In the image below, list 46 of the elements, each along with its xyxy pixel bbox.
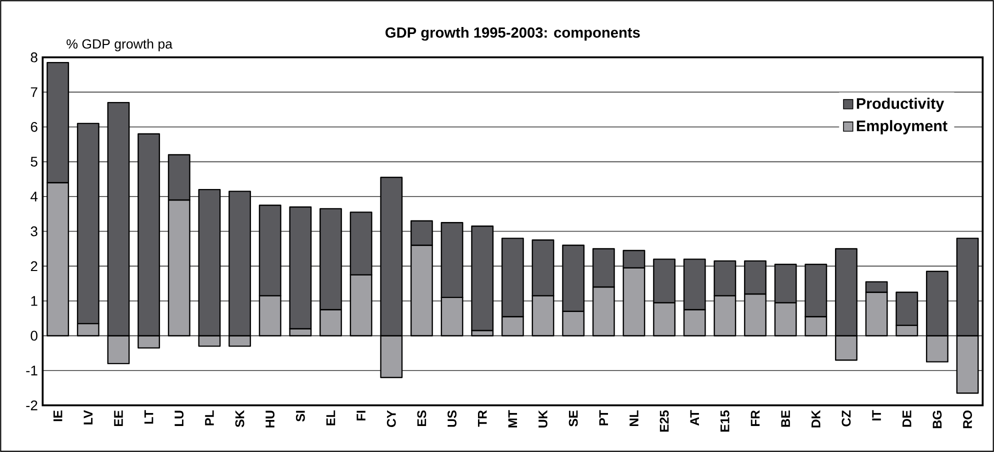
x-tick-label: CY	[386, 410, 396, 428]
x-tick-label: IE	[53, 410, 62, 422]
x-tick-label: EE	[114, 410, 123, 426]
legend-label: Productivity	[856, 98, 944, 112]
x-tick-label: RO	[963, 410, 972, 428]
x-tick-label: IT	[872, 410, 881, 420]
x-tick-label: FR	[750, 410, 760, 426]
x-tick-label: E25	[660, 410, 669, 432]
y-tick-label: 8	[30, 52, 38, 62]
x-tick-label: E15	[720, 410, 730, 432]
x-tick-label: ES	[417, 410, 426, 426]
x-tick-label: FI	[356, 410, 366, 420]
x-tick-label: BG	[932, 410, 942, 428]
y-tick-label: -1	[26, 366, 38, 376]
x-tick-label: SI	[296, 410, 305, 422]
y-tick-label: 4	[30, 192, 38, 202]
chart-title: GDP growth 1995-2003: components	[386, 26, 640, 41]
x-tick-label: PT	[599, 410, 608, 426]
y-tick-label: -2	[26, 400, 38, 410]
x-tick-label: NL	[630, 410, 638, 426]
x-tick-label: LV	[84, 410, 92, 424]
y-tick-label: 5	[30, 156, 38, 167]
y-tick-label: 1	[31, 296, 38, 306]
x-tick-label: HU	[266, 410, 274, 428]
x-tick-label: LT	[144, 410, 154, 424]
y-axis-title: % GDP growth pa	[66, 38, 172, 52]
x-tick-label: DE	[902, 410, 912, 427]
x-tick-label: SE	[568, 410, 578, 427]
y-tick-label: 7	[30, 87, 38, 97]
x-tick-label: UK	[538, 410, 548, 428]
x-tick-label: PL	[205, 410, 214, 426]
x-tick-label: MT	[508, 410, 518, 428]
x-tick-label: US	[448, 410, 456, 427]
y-tick-label: 0	[30, 330, 38, 341]
y-tick-label: 6	[30, 122, 38, 132]
x-tick-label: CZ	[842, 410, 851, 426]
x-tick-label: SK	[235, 410, 244, 428]
legend-label: Employment	[856, 120, 948, 134]
y-tick-label: 3	[30, 226, 38, 236]
y-tick-label: 2	[30, 261, 38, 271]
x-tick-label: EL	[326, 410, 336, 426]
x-tick-label: AT	[690, 410, 699, 426]
x-tick-label: TR	[478, 410, 487, 427]
x-tick-label: DK	[812, 410, 820, 428]
x-tick-label: BE	[781, 410, 790, 427]
x-tick-label: LU	[174, 410, 184, 426]
